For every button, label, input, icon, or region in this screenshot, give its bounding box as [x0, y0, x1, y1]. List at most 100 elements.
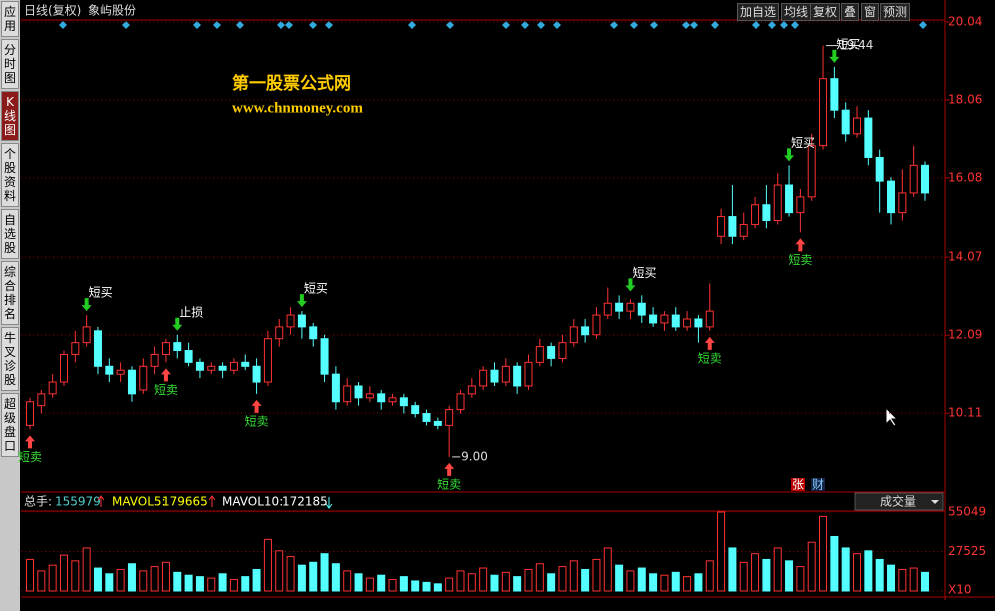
side-tab[interactable]: 自选股	[1, 209, 19, 259]
candle-body	[785, 184, 794, 214]
toolbar-button[interactable]: 叠	[841, 3, 860, 21]
buy-label: 短买	[304, 282, 328, 296]
dropdown-icon[interactable]	[931, 500, 939, 504]
side-tab[interactable]: 分时图	[1, 39, 19, 89]
candle-body	[773, 184, 782, 222]
toolbar-button[interactable]: 均线	[781, 3, 812, 21]
volume-select[interactable]	[854, 492, 944, 511]
toolbar-button[interactable]: 窗	[861, 3, 880, 21]
side-tab[interactable]: 应用	[1, 1, 19, 37]
sell-arrow	[251, 399, 262, 413]
volume-bar	[558, 566, 567, 592]
buy-arrow	[829, 49, 840, 63]
candle-body	[343, 385, 352, 403]
y-tick-label: 20.04	[948, 14, 982, 28]
candle-body	[547, 346, 556, 359]
candle-body	[105, 365, 114, 375]
candle-body	[195, 361, 204, 371]
candle-body	[694, 318, 703, 328]
volume-bar	[433, 583, 442, 592]
candle-body	[660, 314, 669, 324]
candle-body	[887, 180, 896, 214]
badge[interactable]	[811, 478, 825, 491]
volume-bar	[26, 558, 34, 592]
badge-label[interactable]: 张	[792, 478, 804, 492]
side-tab[interactable]: 个股资料	[1, 143, 19, 207]
volume-bar	[705, 560, 714, 592]
signal-diamond	[309, 21, 317, 29]
candle-body	[796, 196, 805, 214]
y-tick-label: 16.08	[948, 170, 982, 184]
volume-bar	[150, 566, 159, 592]
candle-body	[751, 204, 760, 225]
candle-body	[365, 393, 374, 399]
volume-bar	[388, 579, 397, 592]
candle-body	[558, 342, 567, 359]
candle-body	[399, 397, 408, 407]
watermark: 第一股票公式网	[232, 73, 351, 94]
sell-arrow	[160, 368, 171, 382]
down-arrow	[325, 497, 333, 509]
side-tab[interactable]: 综合排名	[1, 261, 19, 325]
candle-body	[411, 405, 420, 415]
stock-name: 象屿股份	[88, 4, 136, 18]
volume-bar	[365, 577, 374, 592]
candle-body	[683, 318, 692, 328]
volume-bar	[581, 568, 590, 592]
volume-bar	[207, 577, 216, 592]
toolbar-button[interactable]: 复权	[810, 3, 841, 21]
candle-body	[218, 365, 227, 371]
volume-bar	[48, 564, 57, 592]
sidebar: 应用分时图 K线图个股资料自选股综合排名牛叉诊股超级盘口	[0, 0, 20, 611]
candle-body	[207, 365, 216, 371]
side-tab[interactable]: 超级盘口	[1, 393, 19, 457]
signal-diamond	[213, 21, 221, 29]
candle-body	[581, 326, 590, 336]
candle-body	[739, 223, 748, 237]
indicator-name: MAVOL10:	[222, 495, 283, 509]
volume-bar	[841, 547, 850, 592]
volume-bar	[161, 561, 170, 592]
badge[interactable]	[791, 478, 805, 491]
candle-body	[82, 326, 91, 344]
indicator-value: 172185	[282, 495, 328, 509]
volume-bar	[807, 541, 816, 592]
volume-bar	[320, 553, 329, 592]
background	[21, 0, 995, 611]
candle-body	[48, 381, 57, 395]
volume-bar	[184, 574, 193, 592]
candle-body	[807, 145, 816, 198]
volume-bar	[59, 554, 68, 592]
signal-diamond	[236, 21, 244, 29]
side-tab[interactable]: K线图	[1, 91, 19, 141]
volume-bar	[785, 560, 794, 592]
volume-bar	[637, 567, 646, 592]
volume-bar	[603, 547, 612, 592]
candle-body	[275, 326, 284, 340]
volume-bar	[875, 558, 884, 592]
volume-bar	[275, 550, 284, 592]
volume-tick-label: 27525	[948, 544, 986, 558]
sell-arrow	[704, 336, 715, 350]
y-tick-label: 10.11	[948, 406, 982, 420]
candle-body	[501, 365, 510, 383]
indicator-value: 179665	[162, 495, 208, 509]
candle-body	[524, 361, 533, 387]
signal-diamond	[711, 21, 719, 29]
candle-body	[173, 342, 182, 352]
volume-title[interactable]: 成交量	[880, 494, 916, 509]
volume-bar	[331, 563, 340, 592]
volume-bar	[739, 561, 748, 592]
volume-bar	[660, 574, 669, 592]
candle-body	[150, 353, 159, 367]
volume-bar	[513, 576, 522, 592]
badge-label[interactable]: 财	[812, 478, 824, 492]
buy-arrow	[784, 148, 795, 162]
volume-bar	[343, 570, 352, 592]
candle-body	[252, 365, 261, 383]
signal-diamond	[768, 21, 776, 29]
side-tab[interactable]: 牛叉诊股	[1, 327, 19, 391]
toolbar-button[interactable]: 加自选	[737, 3, 780, 21]
toolbar-button[interactable]: 预测	[880, 3, 911, 21]
candle-body	[320, 338, 329, 375]
